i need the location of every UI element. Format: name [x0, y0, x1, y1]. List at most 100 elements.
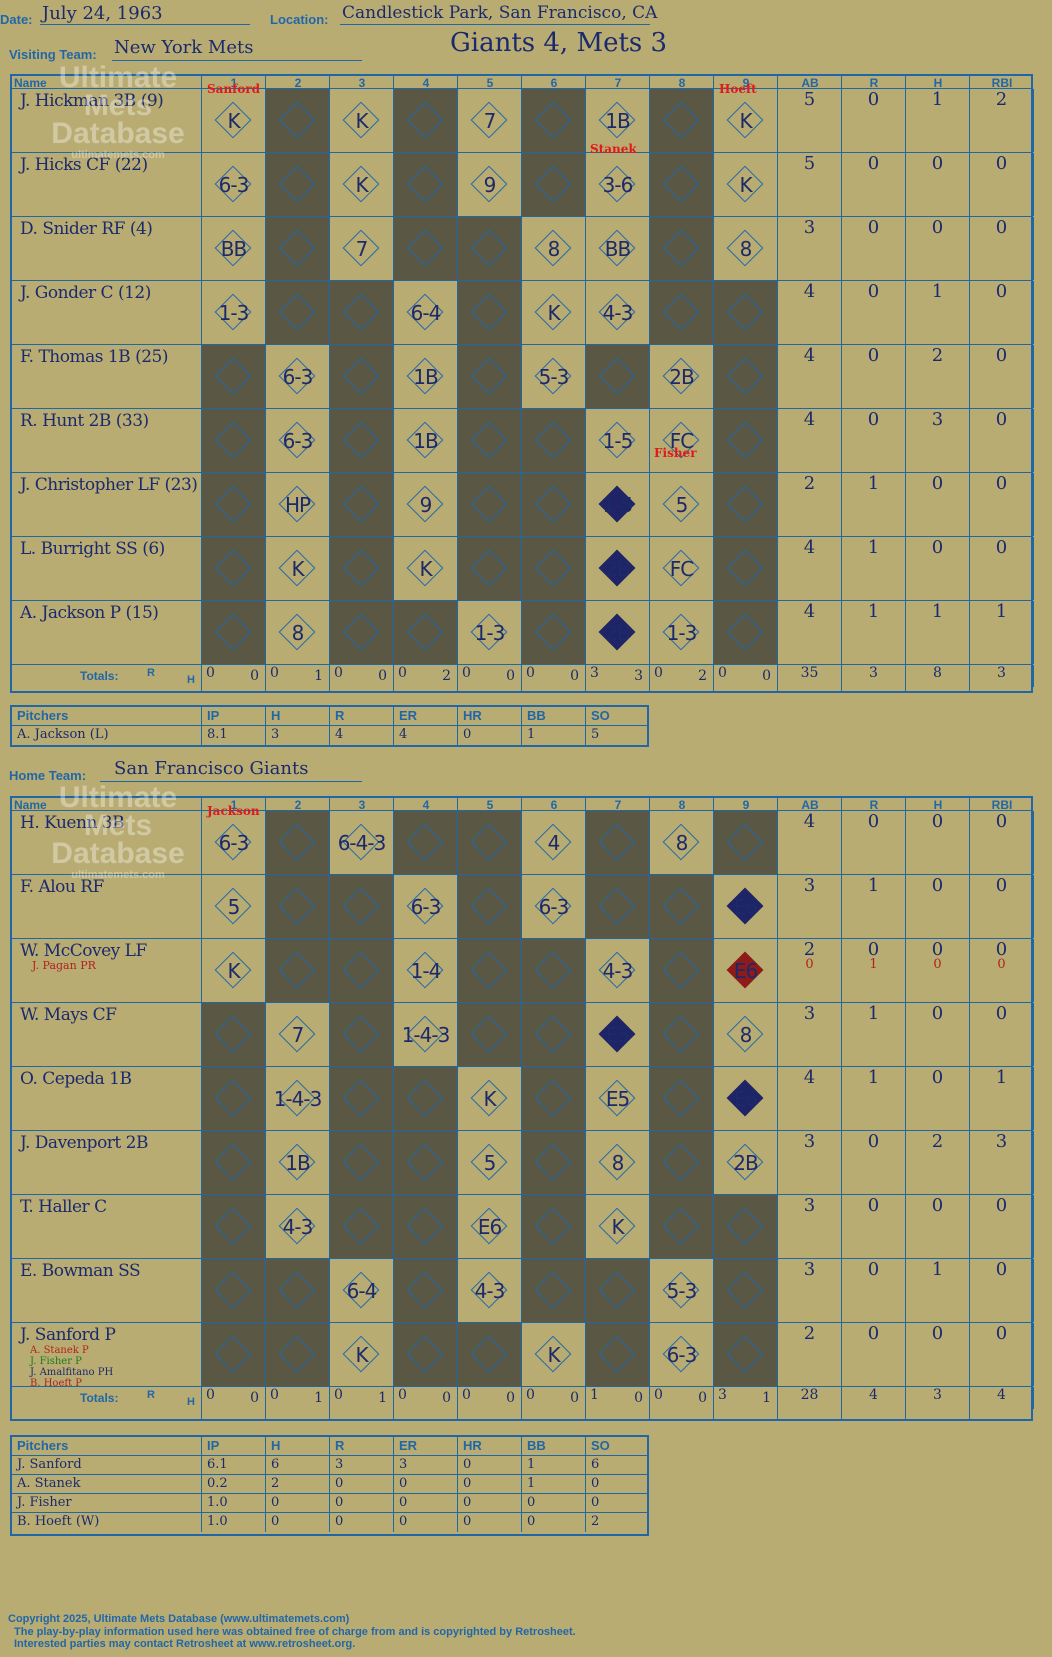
- stat-h: 0: [931, 1003, 944, 1024]
- inning-cell: 6-3: [522, 875, 586, 938]
- stat-ab: 3: [803, 1195, 816, 1216]
- stat-header: H: [933, 76, 943, 90]
- pitcher-change-note: Sanford: [207, 82, 261, 96]
- play-result: 5-3: [666, 1279, 698, 1303]
- stat-ab: 5: [803, 89, 816, 110]
- pitching-stat: 1.0: [202, 1513, 266, 1532]
- location-label: Location:: [270, 12, 329, 27]
- stat-h: 0: [931, 473, 944, 494]
- play-result: E6: [733, 1087, 758, 1111]
- batter-row: W. Mays CF 7 1-4-3 E5 8 3 1 0 0: [12, 1003, 1034, 1067]
- stat-rbi: 0: [995, 1259, 1008, 1280]
- inning-runs: 0: [334, 665, 343, 681]
- pitching-stat: 0: [266, 1513, 330, 1532]
- inning-runs: 3: [718, 1387, 727, 1403]
- game-total-cell: 3: [842, 665, 906, 687]
- inning-cell: [458, 281, 522, 344]
- inning-hits: 2: [442, 668, 451, 684]
- batter-row: T. Haller C 4-3 E6 K 3 0 0 0: [12, 1195, 1034, 1259]
- stat-cell: 0: [906, 1067, 970, 1130]
- inning-cell: K: [394, 537, 458, 600]
- inning-runs: 0: [462, 1387, 471, 1403]
- inning-hits: 0: [698, 1390, 707, 1406]
- inning-hits: 0: [250, 1390, 259, 1406]
- base-diamond-icon: [534, 549, 572, 587]
- stat-cell: 2: [778, 1323, 842, 1386]
- stat-cell: 0: [842, 217, 906, 280]
- inning-cell: HP: [266, 473, 330, 536]
- base-diamond-icon: [598, 1335, 636, 1373]
- inning-cell: 4-3: [458, 1259, 522, 1322]
- play-result: 8: [675, 831, 689, 855]
- pitching-stat: 4: [394, 726, 458, 745]
- inning-cell: [458, 811, 522, 874]
- pitcher-row: A. Jackson (L) 8.1 3 4 4 0 1 5: [12, 726, 647, 745]
- batter-name: L. Burright SS (6): [20, 539, 165, 559]
- inning-cell: [202, 345, 266, 408]
- base-diamond-icon: [662, 1015, 700, 1053]
- batter-row: J. Gonder C (12) 1-3 6-4 K 4-3 4 0 1 0: [12, 281, 1034, 345]
- stat-rbi: 0: [995, 153, 1008, 174]
- stat-r: 0: [867, 281, 880, 302]
- play-result: 1-4-3: [401, 1023, 451, 1047]
- retrosheet-contact: Interested parties may contact Retroshee…: [14, 1638, 356, 1650]
- base-diamond-icon: [214, 421, 252, 459]
- play-result: 1B: [605, 109, 630, 133]
- inning-runs: 0: [654, 665, 663, 681]
- inning-runs: 0: [334, 1387, 343, 1403]
- inning-cell: 8: [714, 217, 778, 280]
- inning-cell: FC: [650, 537, 714, 600]
- stat-h: 2: [931, 345, 944, 366]
- stat-h: 2: [931, 1131, 944, 1152]
- batter-row: J. Davenport 2B 1B 5 8 2B 3 0 2 3: [12, 1131, 1034, 1195]
- inning-cell: [330, 1195, 394, 1258]
- inning-cell: [458, 537, 522, 600]
- stat-cell: 0: [842, 1131, 906, 1194]
- total-rbi: 3: [997, 665, 1006, 681]
- date-underline: [40, 24, 250, 25]
- play-result: 6-4: [346, 1279, 378, 1303]
- base-diamond-icon: [278, 1335, 316, 1373]
- stat-r: 0: [867, 217, 880, 238]
- base-diamond-icon: [214, 357, 252, 395]
- play-result: 6-3: [666, 1343, 698, 1367]
- inning-runs: 0: [206, 1387, 215, 1403]
- play-result: 1B: [413, 429, 438, 453]
- pitching-column-header: SO: [591, 1438, 610, 1453]
- stat-rbi: 0: [995, 473, 1008, 494]
- inning-cell: K: [522, 1323, 586, 1386]
- base-diamond-icon: [342, 887, 380, 925]
- pitching-stat: 5: [591, 727, 600, 742]
- inning-cell: 5: [650, 473, 714, 536]
- inning-cell: 7: [266, 1003, 330, 1066]
- sub-stat-ab: 0: [805, 957, 814, 972]
- play-result: 6-3: [282, 429, 314, 453]
- visitors-scorecard: Name 1 2 3 4 5 6 7 8 9 AB R H RBI J. Hickman 3B (9) K K 7…: [10, 74, 1034, 693]
- pitching-stat: 0: [266, 1494, 330, 1512]
- inning-cell: [330, 537, 394, 600]
- inning-cell: [202, 1195, 266, 1258]
- inning-cell: [714, 473, 778, 536]
- pitching-column-header: R: [330, 707, 394, 725]
- inning-hits: 2: [698, 668, 707, 684]
- inning-hits: 0: [506, 1390, 515, 1406]
- base-diamond-icon: [598, 357, 636, 395]
- play-result: 6-3: [538, 895, 570, 919]
- pitcher-row: B. Hoeft (W) 1.0 0 0 0 0 0 2: [12, 1513, 647, 1532]
- inning-cell: [202, 537, 266, 600]
- stat-r: 0: [867, 89, 880, 110]
- inning-hits: 0: [634, 1390, 643, 1406]
- base-diamond-icon: [406, 101, 444, 139]
- stat-cell: 2: [906, 1131, 970, 1194]
- play-result: 8: [739, 1023, 753, 1047]
- base-diamond-icon: [406, 1207, 444, 1245]
- base-diamond-icon: [726, 1335, 764, 1373]
- stat-ab: 4: [803, 345, 816, 366]
- base-diamond-icon: [278, 229, 316, 267]
- base-diamond-icon: [726, 1271, 764, 1309]
- base-diamond-icon: [662, 293, 700, 331]
